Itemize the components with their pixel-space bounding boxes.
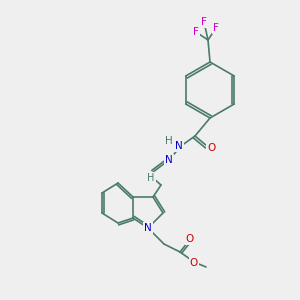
Text: N: N: [165, 155, 173, 165]
Text: O: O: [207, 143, 215, 153]
Text: O: O: [190, 258, 198, 268]
Text: H: H: [165, 136, 173, 146]
Text: N: N: [144, 223, 152, 233]
Text: F: F: [193, 27, 199, 37]
Text: F: F: [201, 17, 207, 27]
Text: N: N: [175, 141, 183, 151]
Text: H: H: [147, 173, 155, 183]
Text: F: F: [213, 23, 219, 33]
Text: O: O: [186, 234, 194, 244]
